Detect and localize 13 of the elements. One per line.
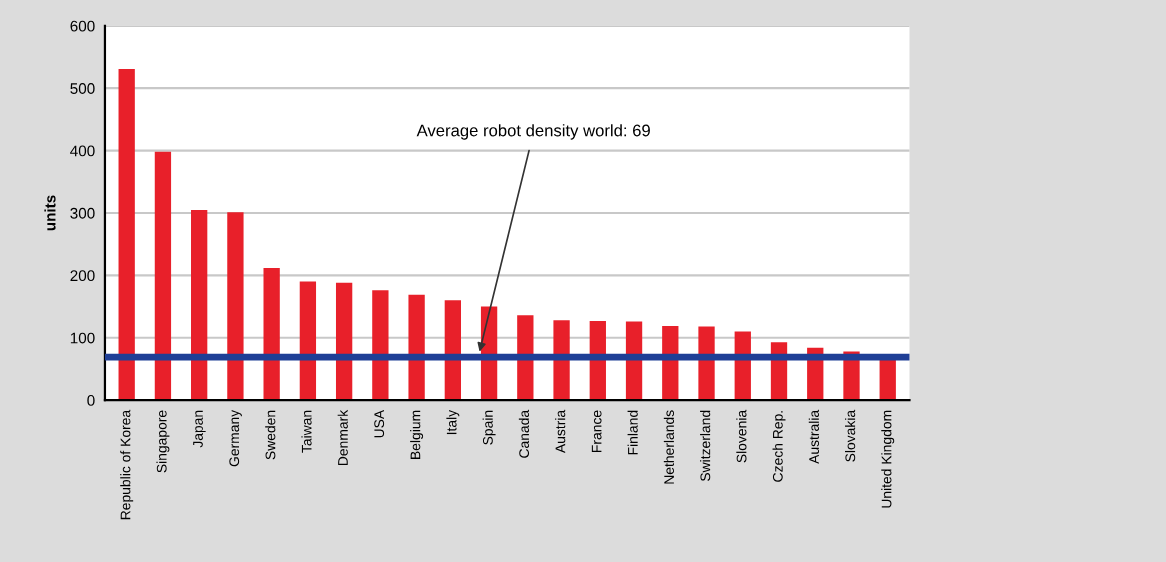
bar: [335, 282, 353, 401]
bar: [698, 326, 715, 401]
bar: [154, 151, 172, 401]
bar: [118, 68, 135, 401]
bar: [299, 281, 317, 401]
bar: [227, 212, 244, 401]
bar: [408, 294, 425, 401]
bar: [372, 290, 389, 401]
bar: [263, 267, 280, 401]
bar: [191, 209, 208, 401]
bar: [444, 300, 461, 401]
ref-line-label: Average robot density world: 69: [416, 124, 650, 140]
bar: [553, 320, 570, 401]
